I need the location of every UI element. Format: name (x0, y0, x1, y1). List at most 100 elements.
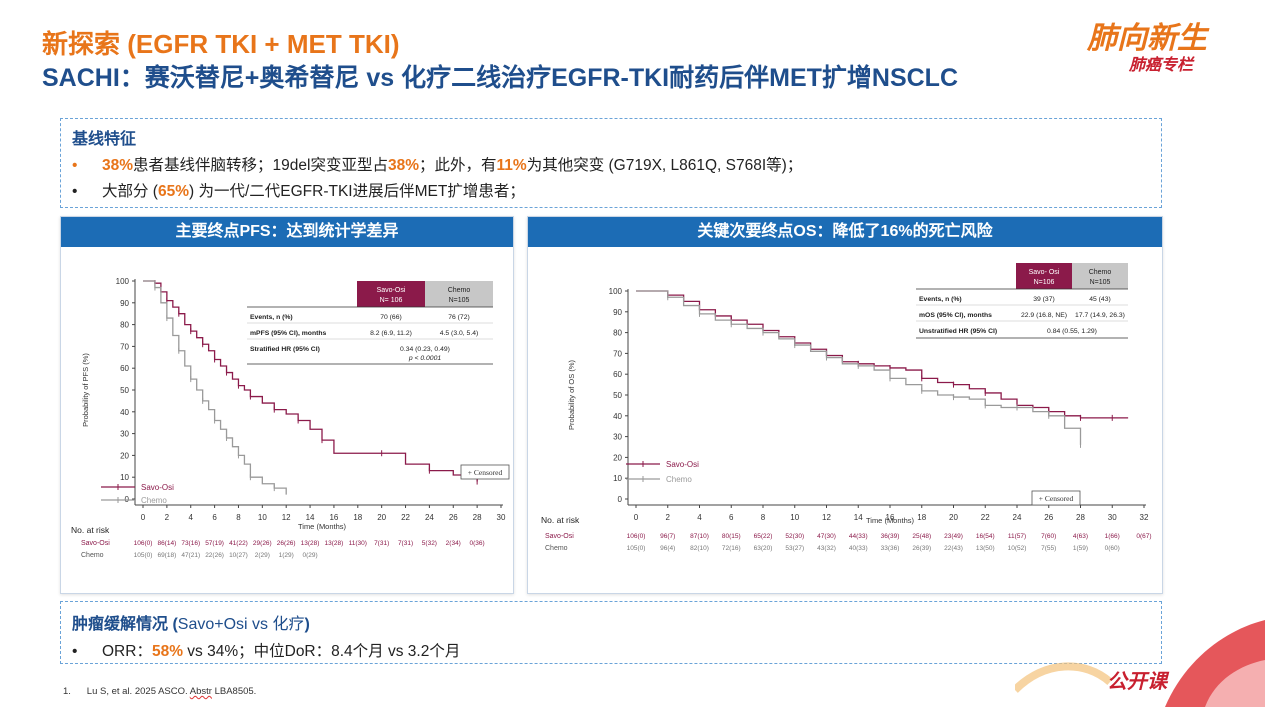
x-tick-label: 26 (1044, 513, 1053, 522)
table-col-header: N=105 (1090, 279, 1111, 286)
at-risk-value-savo: 7(60) (1041, 533, 1056, 540)
bullet-dot: • (72, 157, 78, 174)
table-cell: 0.84 (0.55, 1.29) (1047, 328, 1097, 335)
at-risk-value-chemo: 105(0) (627, 545, 646, 552)
x-tick-label: 20 (377, 513, 386, 522)
km-curve-savo-osi (143, 280, 478, 482)
at-risk-value-chemo: 43(32) (817, 545, 836, 552)
table-cell: 0.34 (0.23, 0.49) (400, 346, 450, 353)
x-axis-label: Time (Months) (298, 522, 347, 531)
table-cell: 39 (37) (1033, 296, 1055, 303)
legend-label: Chemo (666, 475, 692, 484)
at-risk-label-chemo: Chemo (81, 552, 104, 559)
at-risk-value-chemo: 40(33) (849, 545, 868, 552)
y-tick-label: 30 (613, 433, 622, 442)
text-seg: Lu S, et al. 2025 ASCO. (86, 686, 190, 697)
slide-title-line2: SACHI：赛沃替尼+奥希替尼 vs 化疗二线治疗EGFR-TKI耐药后伴MET… (42, 64, 959, 92)
y-tick-label: 20 (120, 451, 129, 460)
table-col-header: N=105 (449, 297, 470, 304)
legend-label: Savo-Osi (141, 483, 174, 492)
at-risk-value-savo: 11(57) (1008, 533, 1026, 540)
pfs-panel: 主要终点PFS：达到统计学差异 010203040506070809010002… (60, 216, 514, 594)
footnote: 1. Lu S, et al. 2025 ASCO. Abstr LBA8505… (63, 686, 256, 697)
y-tick-label: 70 (120, 342, 129, 351)
at-risk-value-savo: 16(54) (976, 533, 995, 540)
table-cell: 76 (72) (448, 314, 470, 321)
tumor-response-box: 肿瘤缓解情况 (Savo+Osi vs 化疗) • ORR：58% vs 34%；… (60, 601, 1162, 664)
at-risk-value-chemo: 96(4) (660, 545, 675, 552)
at-risk-title: No. at risk (71, 525, 110, 535)
baseline-bullet-1: • 38%患者基线伴脑转移；19del突变亚型占38%；此外，有11%为其他突变 … (72, 153, 802, 175)
at-risk-value-savo: 11(30) (349, 540, 367, 547)
x-tick-label: 4 (697, 513, 702, 522)
at-risk-value-chemo: 1(59) (1073, 545, 1088, 552)
table-header-savo (1016, 263, 1072, 289)
at-risk-value-savo: 47(30) (817, 533, 836, 540)
at-risk-value-chemo: 0(29) (302, 552, 317, 559)
at-risk-label-chemo: Chemo (545, 545, 568, 552)
pfs-km-chart: 0102030405060708090100024681012141618202… (71, 277, 510, 559)
table-header-chemo (425, 281, 493, 307)
x-axis-label: Time (Months) (866, 516, 915, 525)
at-risk-value-savo: 57(19) (205, 540, 224, 547)
km-curve-chemo (636, 290, 1082, 445)
open-class-logo: 公开课 (1015, 620, 1265, 707)
at-risk-value-savo: 2(34) (446, 540, 461, 547)
censored-key-label: + Censored (1039, 494, 1074, 503)
censored-key-box (1031, 490, 1081, 506)
swirl-shape (1015, 662, 1113, 693)
at-risk-value-savo: 13(28) (325, 540, 344, 547)
pfs-panel-title: 主要终点PFS：达到统计学差异 (61, 217, 513, 247)
hl-orr: 58% (151, 643, 183, 660)
x-tick-label: 16 (329, 513, 338, 522)
y-tick-label: 10 (120, 473, 129, 482)
lung-column-logo: 肺向新生 肺癌专栏 (1086, 21, 1210, 74)
legend-label: Chemo (141, 496, 167, 505)
y-tick-label: 30 (120, 430, 129, 439)
y-tick-label: 40 (120, 408, 129, 417)
at-risk-value-chemo: 0(60) (1105, 545, 1120, 552)
at-risk-value-savo: 0(67) (1136, 533, 1151, 540)
x-tick-label: 12 (822, 513, 831, 522)
x-tick-label: 8 (236, 513, 241, 522)
text-seg: 大部分 ( (102, 183, 158, 200)
table-col-header: Chemo (448, 287, 471, 294)
text-seg: ；此外，有 (419, 157, 497, 174)
at-risk-value-savo: 23(49) (944, 533, 963, 540)
at-risk-value-chemo: 47(21) (181, 552, 200, 559)
x-tick-label: 28 (473, 513, 482, 522)
table-header-chemo (1072, 263, 1128, 289)
slide-title-line1: 新探索 (EGFR TKI + MET TKI) (42, 29, 400, 59)
at-risk-value-savo: 7(31) (398, 540, 413, 547)
at-risk-value-savo: 25(48) (912, 533, 931, 540)
text-seg: Savo+Osi vs 化疗 (177, 616, 305, 633)
table-cell: 4.5 (3.0, 5.4) (440, 330, 479, 337)
text-seg: ) (304, 616, 310, 633)
at-risk-value-savo: 41(22) (229, 540, 248, 547)
x-tick-label: 4 (189, 513, 194, 522)
hl-brain-met: 38% (102, 157, 134, 174)
hl-other-mut: 11% (496, 157, 527, 174)
x-tick-label: 2 (165, 513, 170, 522)
table-col-header: Savo-Osi (377, 287, 406, 294)
at-risk-value-savo: 29(26) (253, 540, 272, 547)
tumor-bullet: • ORR：58% vs 34%；中位DoR：8.4个月 vs 3.2个月 (72, 639, 460, 661)
x-tick-label: 18 (353, 513, 362, 522)
x-tick-label: 20 (949, 513, 958, 522)
hl-19del: 38% (387, 157, 419, 174)
table-cell: p < 0.0001 (408, 355, 442, 362)
at-risk-value-chemo: 13(50) (976, 545, 995, 552)
at-risk-value-savo: 106(0) (134, 540, 153, 547)
y-tick-label: 0 (618, 495, 623, 504)
x-tick-label: 12 (282, 513, 291, 522)
bullet-dot: • (72, 643, 78, 660)
table-cell: 45 (43) (1089, 296, 1111, 303)
at-risk-value-chemo: 7(55) (1041, 545, 1056, 552)
baseline-box: 基线特征 • 38%患者基线伴脑转移；19del突变亚型占38%；此外，有11%为… (60, 118, 1162, 208)
x-tick-label: 30 (1108, 513, 1117, 522)
text-seg: 肿瘤缓解情况 ( (72, 616, 178, 633)
y-axis-label: Probability of PFS (%) (81, 353, 90, 427)
table-cell: 17.7 (14.9, 26.3) (1075, 312, 1125, 319)
at-risk-value-savo: 73(16) (181, 540, 200, 547)
